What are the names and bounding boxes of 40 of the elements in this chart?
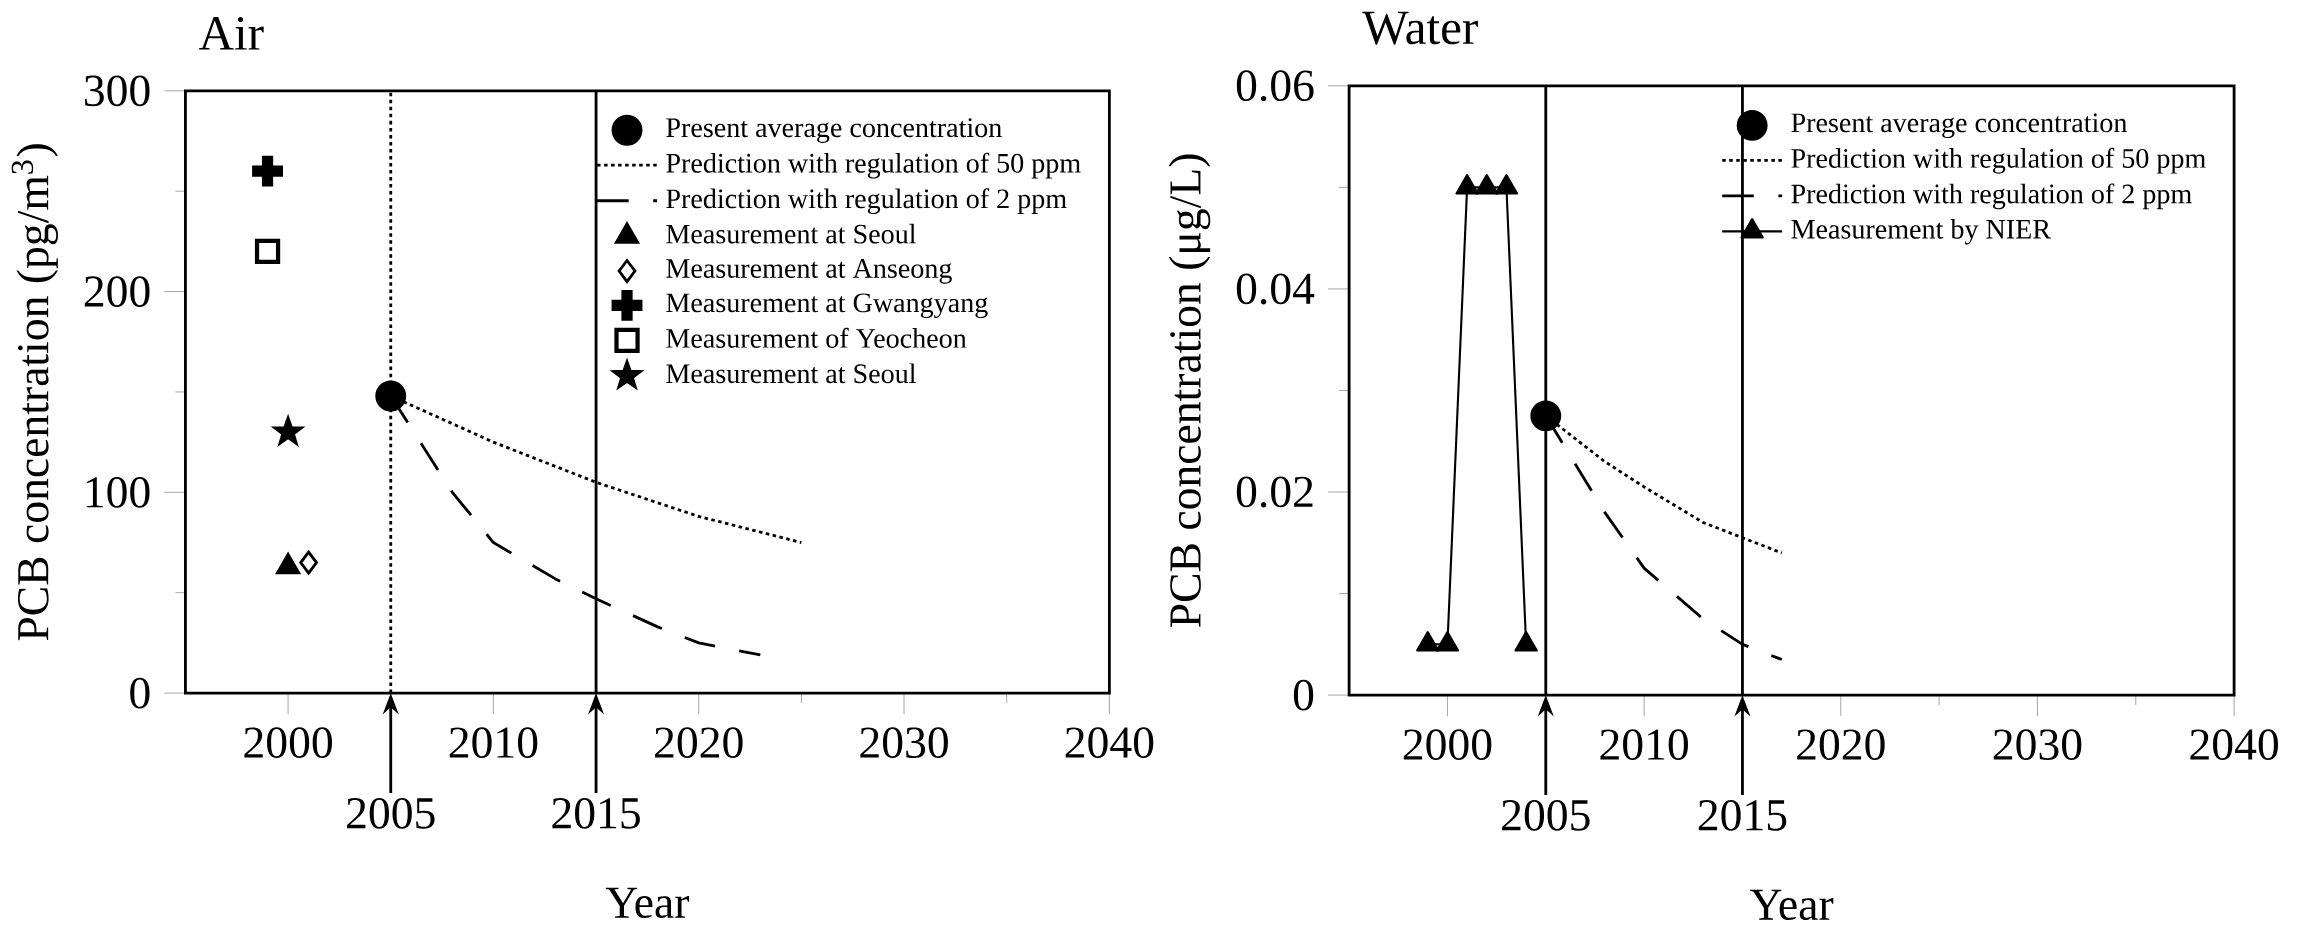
y-tick-label: 0	[1293, 679, 1314, 711]
x-tick-label: 2020	[1797, 729, 1885, 761]
chart-title: Air	[199, 17, 264, 50]
x-tick-label: 2030	[860, 727, 948, 759]
x-tick-label: 2020	[655, 727, 743, 759]
y-axis-title: PCB concentration (μg/L)	[1168, 154, 1211, 628]
legend-label: Prediction with regulation of 2 ppm	[1791, 183, 2192, 210]
legend-label: Measurement at Seoul	[666, 223, 916, 244]
ref-line-label: 2015	[1698, 800, 1787, 831]
x-tick-label: 2010	[1600, 729, 1689, 761]
legend-label: Measurement at Seoul	[666, 363, 916, 384]
legend-label: Measurement of Yeocheon	[666, 327, 967, 348]
legend-label: Prediction with regulation of 50 ppm	[666, 152, 1081, 179]
y-tick-label: 300	[85, 75, 150, 107]
x-tick-label: 2030	[1993, 729, 2082, 761]
legend-label: Measurement at Anseong	[666, 259, 952, 284]
y-tick-label: 0.06	[1236, 70, 1314, 102]
legend-label: Measurement by NIER	[1791, 219, 2051, 245]
legend-label: Prediction with regulation of 2 ppm	[666, 188, 1067, 215]
ref-line-label: 2005	[1502, 800, 1590, 831]
ref-line-label: 2015	[552, 798, 640, 829]
y-tick-label: 0.02	[1236, 476, 1313, 508]
legend-label: Measurement at Gwangyang	[666, 293, 988, 319]
y-axis-title: PCB concentration (pg/m$^{3}$)	[11, 144, 58, 641]
x-tick-label: 2010	[449, 727, 538, 759]
legend-label: Prediction with regulation of 50 ppm	[1791, 147, 2206, 174]
ref-line-label: 2005	[347, 798, 435, 829]
y-tick-label: 0.04	[1236, 273, 1315, 305]
y-tick-label: 200	[84, 276, 150, 308]
x-axis-title: Year	[1750, 889, 1834, 921]
legend-label: Present average concentration	[666, 118, 1002, 144]
y-tick-label: 100	[86, 477, 150, 508]
x-tick-label: 2000	[1403, 729, 1492, 761]
x-tick-label: 2040	[2190, 729, 2278, 761]
x-tick-label: 2000	[244, 727, 332, 759]
legend-label: Present average concentration	[1791, 113, 2127, 139]
x-axis-title: Year	[605, 887, 690, 919]
chart-title: Water	[1362, 11, 1478, 45]
y-tick-label: 0	[130, 677, 150, 709]
x-tick-label: 2040	[1065, 727, 1154, 759]
